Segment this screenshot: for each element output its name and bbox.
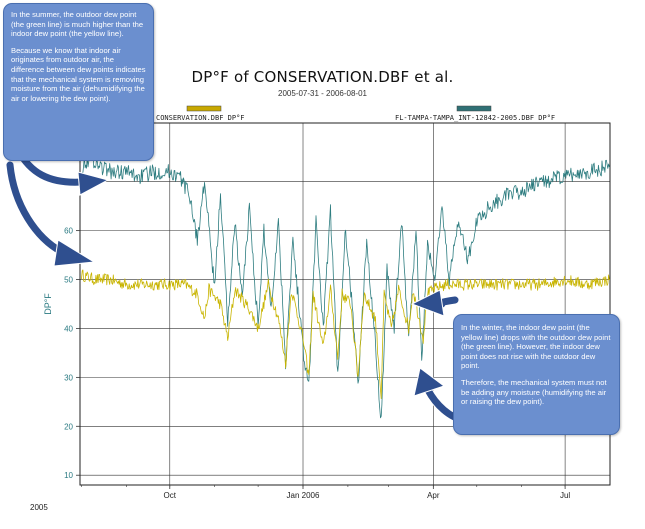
- chart-subtitle: 2005-07-31 - 2006-08-01: [278, 89, 367, 98]
- annotation-winter: In the winter, the indoor dew point (the…: [453, 314, 620, 435]
- plot-frame: [79, 122, 611, 486]
- arrow-summer-2-shaft: [6, 161, 66, 256]
- annotation-summer-p2: Because we know that indoor air originat…: [11, 45, 146, 103]
- annotation-winter-p1: In the winter, the indoor dew point (the…: [461, 323, 611, 371]
- series-layer: [81, 150, 611, 419]
- x-tick-label-Jan 2006: Jan 2006: [287, 491, 320, 500]
- annotation-winter-p2: Therefore, the mechanical system must no…: [461, 377, 607, 407]
- y-axis-label: DP°F: [43, 293, 53, 315]
- legend-swatch-tampa: [456, 105, 492, 112]
- series-line-conservation: [81, 269, 611, 399]
- arrow-summer-1-head: [77, 171, 110, 196]
- y-tick-label-30: 30: [64, 373, 73, 382]
- series-line-tampa: [81, 150, 611, 419]
- grid: [80, 123, 610, 485]
- y-tick-label-40: 40: [64, 324, 73, 333]
- arrow-winter-2-head: [413, 367, 446, 397]
- x-tick-label-Jul: Jul: [560, 491, 570, 500]
- annotation-arrows: [5, 145, 469, 425]
- annotation-summer-p1: In the summer, the outdoor dew point (th…: [11, 10, 144, 39]
- legend-label-conservation: CONSERVATION.DBF DP°F: [156, 114, 245, 122]
- chart-title: DP°F of CONSERVATION.DBF et al.: [191, 68, 454, 86]
- y-tick-label-20: 20: [64, 422, 73, 431]
- arrow-summer-2-head: [53, 239, 96, 267]
- x-tick-label-Oct: Oct: [164, 491, 177, 500]
- annotation-summer: In the summer, the outdoor dew point (th…: [3, 3, 154, 161]
- y-tick-label-10: 10: [64, 471, 73, 480]
- legend-label-tampa: FL-TAMPA-TAMPA_INT-12842-2005.DBF DP°F: [395, 114, 555, 122]
- y-tick-label-60: 60: [64, 227, 73, 236]
- x-tick-label-Apr: Apr: [427, 491, 440, 500]
- legend: CONSERVATION.DBF DP°F FL-TAMPA-TAMPA_INT…: [156, 105, 555, 122]
- arrow-winter-1-head: [410, 289, 445, 317]
- legend-swatch-conservation: [186, 105, 222, 112]
- y-tick-label-50: 50: [64, 276, 73, 285]
- x-axis-start-year: 2005: [30, 503, 48, 512]
